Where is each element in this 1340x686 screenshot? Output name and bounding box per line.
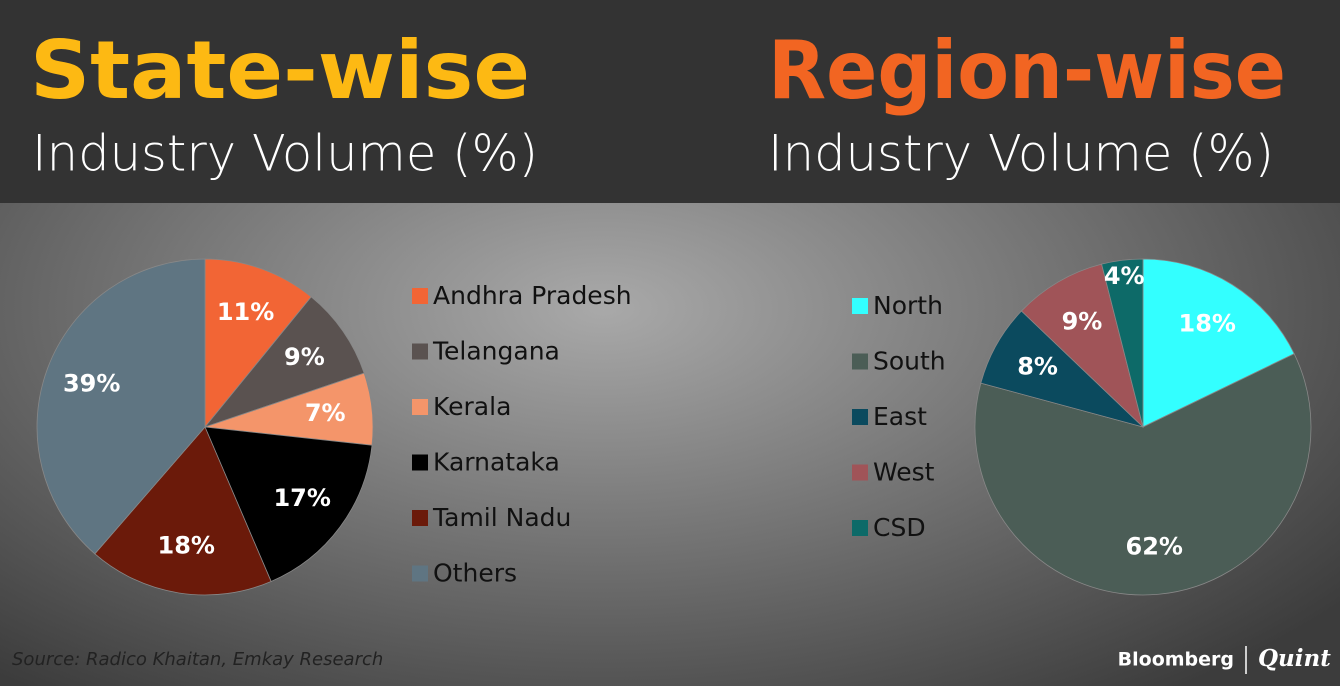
legend-swatch	[412, 510, 428, 526]
legend-swatch	[852, 520, 868, 536]
legend-swatch	[852, 298, 868, 314]
legend-swatch	[412, 343, 428, 360]
slice-label: 39%	[63, 370, 120, 398]
legend-label: Telangana	[432, 337, 560, 366]
pie-slice	[974, 353, 1312, 596]
pie-slice	[94, 426, 272, 596]
legend-label: Karnataka	[433, 448, 560, 477]
slice-label: 18%	[1179, 310, 1236, 338]
legend-swatch	[412, 454, 428, 471]
pie-slice	[204, 426, 373, 582]
slice-label: 9%	[284, 343, 325, 371]
legend-swatch	[412, 288, 428, 304]
chart-subtitle: Industry Volume (%)	[768, 125, 1274, 183]
legend-label: North	[873, 291, 943, 320]
slice-label: 4%	[1104, 262, 1145, 290]
legend-swatch	[852, 409, 868, 425]
legend-label: West	[873, 458, 935, 487]
source-note: Source: Radico Khaitan, Emkay Research	[12, 649, 383, 670]
header-band	[0, 0, 1340, 203]
slice-label: 7%	[305, 399, 346, 427]
legend-label: CSD	[873, 513, 926, 542]
legend-label: Kerala	[433, 392, 511, 421]
legend-label: East	[873, 402, 927, 431]
legend-label: Tamil Nadu	[432, 503, 571, 532]
pie-slice	[203, 296, 365, 428]
pie-slice	[1020, 263, 1144, 429]
legend-swatch	[412, 565, 428, 582]
slice-label: 11%	[217, 298, 274, 326]
legend-label: South	[873, 347, 946, 376]
slice-label: 8%	[1017, 353, 1058, 381]
slice-label: 62%	[1126, 532, 1183, 560]
chart-title: State-wise	[30, 24, 530, 117]
slice-label: 18%	[158, 532, 215, 560]
slice-label: 17%	[273, 484, 330, 512]
slice-label: 9%	[1062, 308, 1103, 336]
brand-name: Bloomberg	[1118, 649, 1234, 671]
legend-swatch	[852, 464, 868, 481]
chart-subtitle: Industry Volume (%)	[32, 125, 538, 183]
legend-label: Others	[433, 559, 517, 588]
pie-slice	[1142, 258, 1295, 428]
pie-slice	[204, 258, 312, 429]
legend-swatch	[412, 399, 428, 415]
brand-name: Quint	[1258, 645, 1331, 672]
pie-slice	[36, 258, 206, 555]
legend-swatch	[852, 353, 868, 370]
pie-slice	[1101, 258, 1144, 428]
legend-label: Andhra Pradesh	[433, 281, 632, 310]
chart-title: Region-wise	[768, 24, 1286, 117]
